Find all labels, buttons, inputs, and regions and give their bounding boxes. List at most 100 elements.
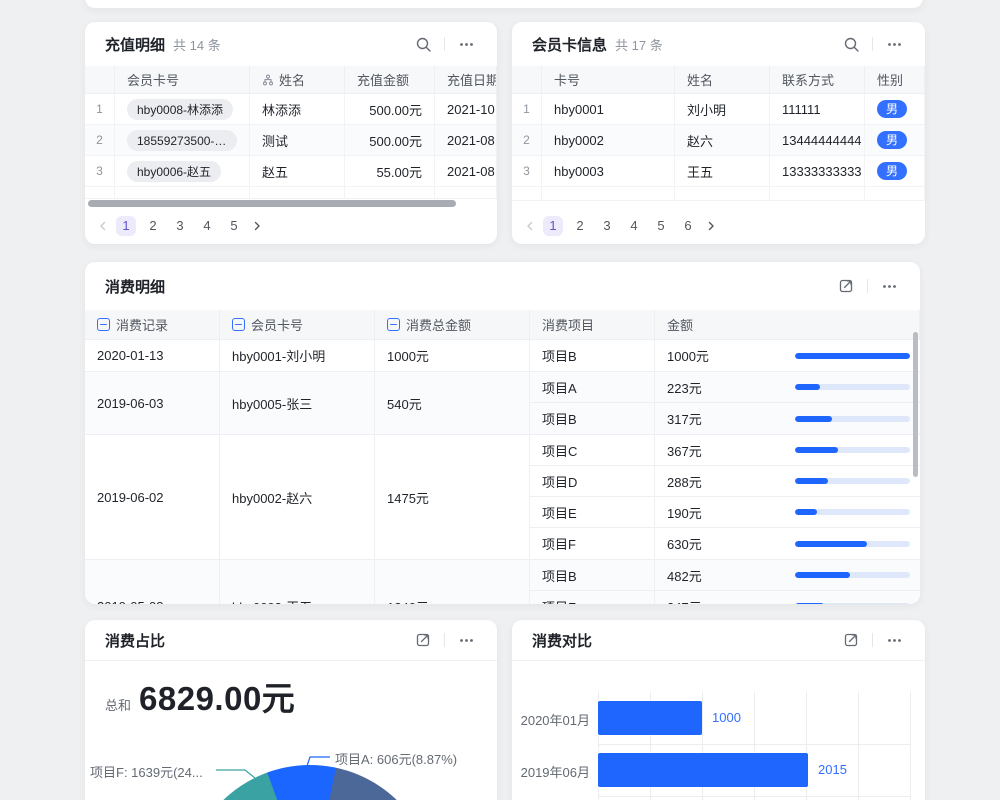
column-header-2[interactable]: 姓名: [250, 66, 345, 93]
column-header-4[interactable]: 充值日期: [435, 66, 497, 93]
gridline-vertical: [910, 692, 911, 800]
column-header-3[interactable]: 联系方式: [770, 66, 865, 93]
pie-total: 总和 6829.00元: [105, 672, 295, 720]
next-page-button[interactable]: [251, 220, 263, 232]
page-button-5[interactable]: 5: [230, 218, 238, 233]
column-header-1[interactable]: 消费记录: [85, 310, 220, 339]
panel-title: 消费明细: [105, 278, 166, 296]
page-button-1[interactable]: 1: [116, 216, 136, 236]
column-header-label: 卡号: [554, 73, 581, 88]
column-header-3[interactable]: 消费总金额: [375, 310, 530, 339]
consume-item-row[interactable]: 项目B 317元: [530, 403, 920, 434]
more-icon[interactable]: [455, 629, 477, 651]
page-button-4[interactable]: 4: [630, 218, 638, 233]
prev-page-button[interactable]: [524, 220, 536, 232]
table-row[interactable]: 3 hby0006-赵五 赵五 55.00元 2021-08: [85, 156, 497, 187]
cell-name: 林添添: [250, 94, 345, 125]
pie-chart[interactable]: [185, 765, 435, 800]
page-button-5[interactable]: 5: [657, 218, 665, 233]
column-header-rownum: [512, 66, 542, 93]
column-header-1[interactable]: 会员卡号: [115, 66, 250, 93]
cell-rownum: 3: [85, 156, 115, 187]
page-button-2[interactable]: 2: [576, 218, 584, 233]
cell-project: 项目B: [530, 560, 655, 590]
consume-item-row[interactable]: 项目E 190元: [530, 497, 920, 528]
empty-cell: [115, 187, 250, 199]
collapse-icon[interactable]: [387, 318, 400, 331]
cell-amount: 500.00元: [345, 94, 435, 125]
more-icon[interactable]: [883, 33, 905, 55]
clipped-top-card: [85, 0, 923, 8]
progress-bar: [795, 447, 910, 453]
column-header-4[interactable]: 消费项目: [530, 310, 655, 339]
table-row[interactable]: 2 18559273500-测试 测试 500.00元 2021-08: [85, 125, 497, 156]
search-icon[interactable]: [840, 33, 862, 55]
bar-1[interactable]: [598, 701, 702, 735]
open-icon[interactable]: [412, 629, 434, 651]
panel-member-cards: 会员卡信息 共 17 条 卡号 姓名 联系方式 性别 1 hby0001 刘小明 11111…: [512, 22, 925, 244]
column-header-3[interactable]: 充值金额: [345, 66, 435, 93]
column-header-label: 姓名: [687, 73, 714, 88]
panel-consumption-compare: 消费对比 2020年01月 1000 2019年06月 2015: [512, 620, 925, 800]
page-button-3[interactable]: 3: [603, 218, 611, 233]
page-button-4[interactable]: 4: [203, 218, 211, 233]
progress-fill: [795, 572, 851, 578]
progress-bar: [795, 509, 910, 515]
bar-2[interactable]: [598, 753, 808, 787]
column-header-5[interactable]: 金额: [655, 310, 920, 339]
vertical-scrollbar[interactable]: [913, 332, 918, 477]
gridline-vertical: [598, 692, 599, 800]
prev-icon[interactable]: [524, 220, 536, 232]
more-icon[interactable]: [883, 629, 905, 651]
more-icon[interactable]: [878, 275, 900, 297]
panel-header: 充值明细 共 14 条: [85, 22, 497, 66]
consume-item-row[interactable]: 项目B 482元: [530, 560, 920, 591]
more-icon[interactable]: [455, 33, 477, 55]
column-header-2[interactable]: 会员卡号: [220, 310, 375, 339]
column-header-1[interactable]: 卡号: [542, 66, 675, 93]
table-row[interactable]: 2 hby0002 赵六 13444444444 男: [512, 125, 925, 156]
divider: [872, 37, 873, 51]
cell-project: 项目B: [530, 403, 655, 434]
prev-page-button[interactable]: [97, 220, 109, 232]
consume-item-row[interactable]: 项目D 288元: [530, 466, 920, 497]
progress-fill: [795, 352, 910, 359]
consume-item-row[interactable]: 项目A 223元: [530, 372, 920, 403]
column-header-2[interactable]: 姓名: [675, 66, 770, 93]
table-row[interactable]: 1 hby0008-林添添 林添添 500.00元 2021-10: [85, 94, 497, 125]
divider: [872, 633, 873, 647]
cell-amount: 247元: [655, 591, 920, 604]
card-tag: hby0006-赵五: [127, 160, 222, 182]
page-button-3[interactable]: 3: [176, 218, 184, 233]
table-row[interactable]: 3 hby0003 王五 13333333333 男: [512, 156, 925, 187]
consume-item-row[interactable]: 项目B 1000元: [530, 340, 920, 371]
search-icon[interactable]: [412, 33, 434, 55]
consume-item-row[interactable]: 项目C 367元: [530, 435, 920, 466]
cell-card-no: hby0003: [542, 156, 675, 187]
collapse-icon[interactable]: [232, 318, 245, 331]
column-header-4[interactable]: 性别: [865, 66, 925, 93]
consume-item-row[interactable]: 项目F 247元: [530, 591, 920, 604]
group-items: 项目B 482元项目F 247元: [530, 560, 920, 604]
empty-row: [85, 187, 497, 199]
cell-amount: 288元: [655, 466, 920, 496]
page-button-6[interactable]: 6: [684, 218, 692, 233]
group-date: 2019-05-08: [85, 560, 220, 604]
page-button-2[interactable]: 2: [149, 218, 157, 233]
page-button-1[interactable]: 1: [543, 216, 563, 236]
cell-rownum: 1: [85, 94, 115, 125]
table-row[interactable]: 1 hby0001 刘小明 111111 男: [512, 94, 925, 125]
column-header-label: 会员卡号: [251, 318, 304, 333]
cell-contact: 13333333333: [770, 156, 865, 187]
consume-item-row[interactable]: 项目F 630元: [530, 528, 920, 559]
next-page-button[interactable]: [705, 220, 717, 232]
collapse-icon[interactable]: [97, 318, 110, 331]
next-icon[interactable]: [705, 220, 717, 232]
prev-icon[interactable]: [97, 220, 109, 232]
progress-fill: [795, 384, 821, 390]
horizontal-scrollbar[interactable]: [88, 200, 456, 207]
progress-bar: [795, 603, 910, 604]
next-icon[interactable]: [251, 220, 263, 232]
open-icon[interactable]: [835, 275, 857, 297]
open-icon[interactable]: [840, 629, 862, 651]
